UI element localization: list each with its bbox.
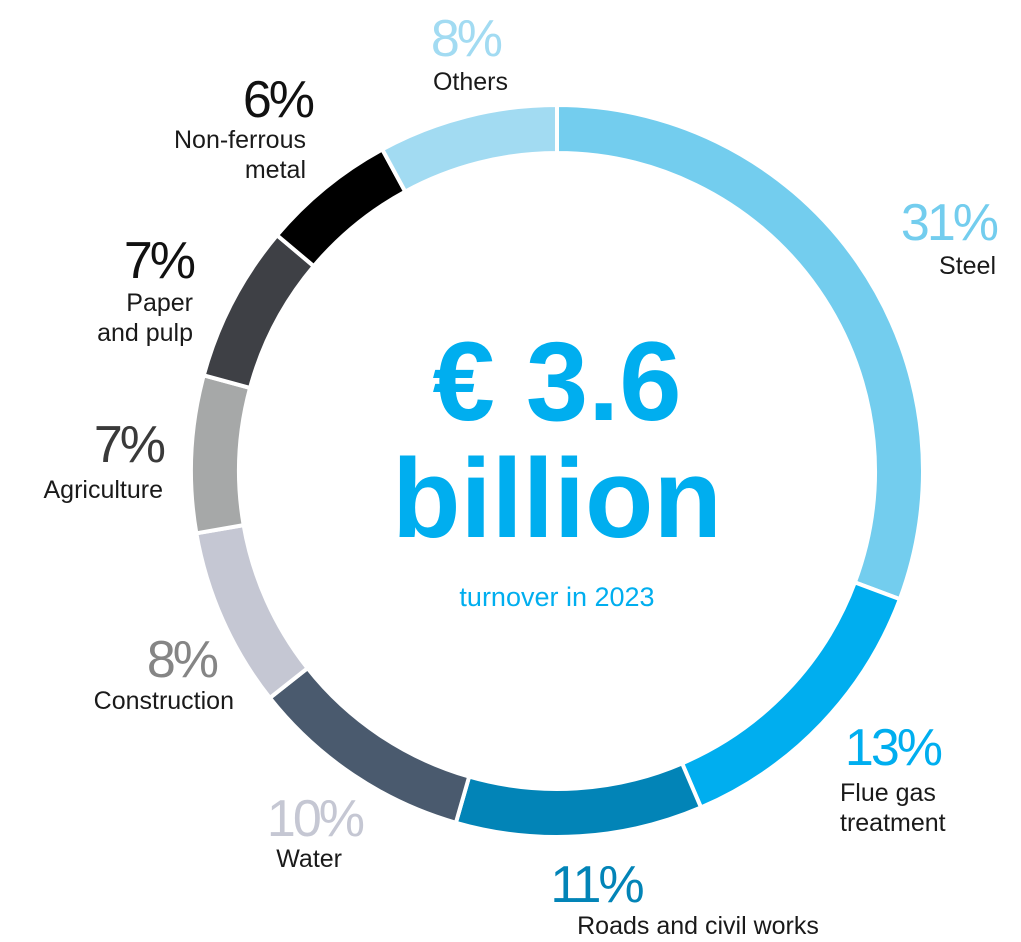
total-unit: billion — [392, 436, 722, 561]
percent-label-flue-gas-treatment: 13% — [845, 719, 942, 777]
category-label-construction: Construction — [94, 687, 234, 715]
category-label-water: Water — [276, 845, 342, 873]
total-caption: turnover in 2023 — [459, 582, 654, 612]
percent-label-roads-and-civil-works: 11% — [550, 856, 643, 914]
donut-segments — [189, 102, 925, 839]
percent-label-water: 10% — [267, 790, 364, 848]
donut-segment-others — [379, 102, 559, 195]
category-label-agriculture: Agriculture — [44, 476, 164, 504]
percent-label-paper-and-pulp: 7% — [124, 232, 195, 290]
percent-label-others: 8% — [431, 10, 502, 68]
category-label-non-ferrous-metal: Non-ferrous metal — [174, 126, 306, 184]
percent-label-non-ferrous-metal: 6% — [243, 71, 314, 129]
total-amount: € 3.6 — [432, 319, 681, 444]
percent-label-agriculture: 7% — [94, 416, 165, 474]
segment-labels: 31%Steel 13%Flue gas treatment 11%Roads and… — [44, 10, 1001, 940]
category-label-others: Others — [433, 68, 508, 96]
category-label-flue-gas-treatment: Flue gas treatment — [840, 779, 946, 837]
category-label-steel: Steel — [939, 252, 996, 280]
category-label-paper-and-pulp: Paper and pulp — [97, 289, 193, 347]
donut-segment-roads-and-civil-works — [453, 760, 704, 839]
percent-label-construction: 8% — [147, 631, 218, 689]
donut-segment-agriculture — [189, 372, 253, 536]
category-label-roads-and-civil-works: Roads and civil works — [577, 912, 819, 940]
percent-label-steel: 31% — [901, 194, 998, 252]
donut-segment-paper-and-pulp — [201, 232, 317, 391]
